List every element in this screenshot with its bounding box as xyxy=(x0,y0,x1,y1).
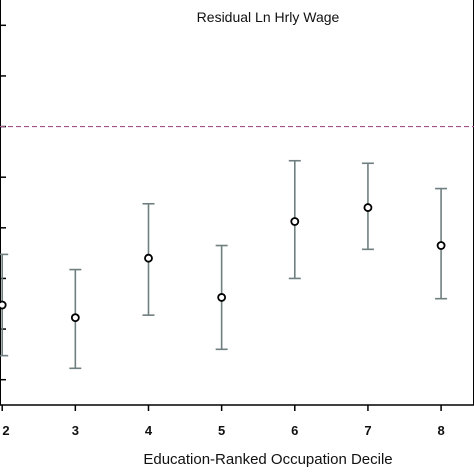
data-point xyxy=(363,203,373,212)
x-axis-label: Education-Ranked Occupation Decile xyxy=(143,451,392,468)
data-point xyxy=(290,217,300,226)
x-ticks: 2 3 4 5 6 7 8 xyxy=(1,405,445,438)
data-point xyxy=(436,241,446,250)
y-ticks xyxy=(0,24,6,381)
data-point xyxy=(70,313,80,323)
x-tick-label: 3 xyxy=(72,423,79,438)
x-tick-label: 7 xyxy=(364,423,371,438)
x-tick-label: 4 xyxy=(145,423,153,438)
x-tick-label: 5 xyxy=(218,423,225,438)
data-point xyxy=(144,253,153,263)
confidence-intervals xyxy=(0,159,448,370)
point-estimates xyxy=(0,203,446,323)
plot-area: 2 3 4 5 6 7 8 xyxy=(0,0,474,438)
x-tick-label: 2 xyxy=(2,423,9,438)
data-point xyxy=(217,293,227,302)
chart-title: Residual Ln Hrly Wage xyxy=(197,9,340,25)
x-tick-label: 6 xyxy=(291,423,298,438)
data-point xyxy=(0,300,7,310)
x-tick-label: 8 xyxy=(437,423,444,438)
